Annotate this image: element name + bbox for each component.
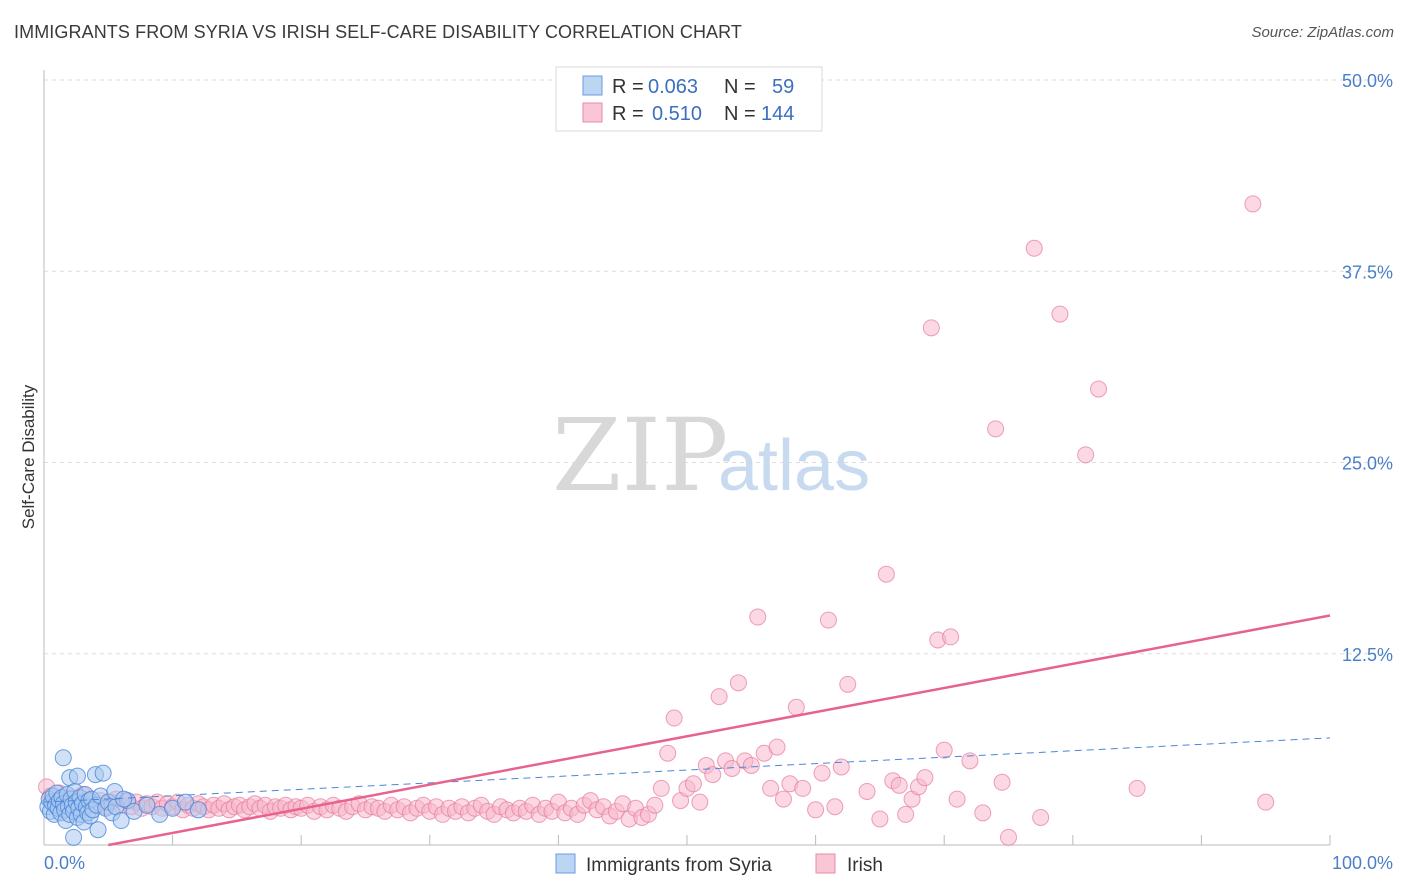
- syria-point-44: [94, 764, 112, 782]
- irish-point-113: [691, 793, 709, 811]
- y-tick-label-1: 25.0%: [1342, 454, 1393, 474]
- legend-n-label-syria: N =: [724, 76, 756, 98]
- syria-point-42: [89, 821, 107, 839]
- legend-n-value-irish: 144: [761, 103, 794, 125]
- irish-point-108: [659, 744, 677, 762]
- legend-swatch-syria: [582, 75, 603, 96]
- irish-point-138: [877, 565, 895, 583]
- irish-point-140: [890, 776, 908, 794]
- irish-point-116: [710, 688, 728, 706]
- irish-point-118: [723, 760, 741, 777]
- irish-point-137: [871, 810, 889, 828]
- irish-point-149: [948, 790, 966, 808]
- bottom-legend: Immigrants from Syria Irish: [555, 853, 883, 876]
- y-tick-label-0: 12.5%: [1342, 645, 1393, 665]
- irish-point-154: [1000, 828, 1017, 846]
- irish-point-125: [768, 738, 786, 756]
- irish-point-130: [807, 801, 825, 819]
- irish-point-160: [1128, 779, 1146, 797]
- legend-r-value-irish: 0.510: [652, 103, 702, 125]
- legend-n-value-syria: 59: [772, 76, 794, 98]
- irish-point-124: [762, 779, 780, 797]
- x-tick-label-0: 0.0%: [44, 853, 85, 873]
- irish-point-107: [652, 779, 670, 797]
- irish-point-135: [839, 675, 857, 693]
- series-irish: [38, 195, 1275, 846]
- irish-point-136: [858, 782, 876, 800]
- irish-point-148: [942, 628, 960, 646]
- irish-point-131: [813, 764, 831, 782]
- trend-line-syria: [43, 737, 1331, 803]
- legend-r-label-irish: R =: [612, 103, 644, 125]
- syria-point-49: [112, 812, 130, 830]
- syria-point-56: [189, 801, 207, 819]
- syria-point-26: [68, 767, 86, 785]
- irish-point-144: [916, 769, 934, 787]
- irish-point-145: [922, 319, 940, 337]
- irish-point-150: [961, 752, 979, 770]
- chart-title: IMMIGRANTS FROM SYRIA VS IRISH SELF-CARE…: [14, 22, 743, 42]
- irish-point-159: [1090, 380, 1108, 398]
- bottom-legend-label-irish: Irish: [847, 855, 883, 876]
- irish-point-161: [1244, 195, 1262, 213]
- y-tick-labels: 12.5% 25.0% 37.5% 50.0%: [1342, 71, 1393, 665]
- legend-n-label-irish: N =: [724, 103, 756, 125]
- top-legend: R = 0.063 N = 59 R = 0.510 N = 144: [555, 66, 823, 132]
- x-ticks: [43, 835, 1331, 845]
- x-tick-label-1: 100.0%: [1332, 853, 1393, 873]
- irish-point-153: [993, 773, 1011, 791]
- irish-point-141: [897, 805, 915, 823]
- watermark-zip: ZIP: [552, 397, 728, 514]
- irish-point-121: [742, 756, 760, 774]
- syria-point-12: [54, 749, 72, 767]
- x-tick-labels: 0.0% 100.0%: [44, 853, 1393, 873]
- syria-point-22: [65, 828, 83, 846]
- irish-point-162: [1257, 793, 1275, 811]
- legend-r-value-syria: 0.063: [648, 76, 698, 98]
- trend-line-irish: [108, 614, 1331, 847]
- irish-point-151: [974, 804, 992, 822]
- irish-point-119: [729, 674, 747, 692]
- irish-point-112: [684, 775, 702, 793]
- chart-source: Source: ZipAtlas.com: [1251, 24, 1394, 41]
- watermark-atlas: atlas: [718, 426, 870, 506]
- irish-point-157: [1051, 305, 1069, 323]
- irish-point-132: [819, 611, 837, 629]
- syria-point-55: [176, 793, 194, 811]
- irish-point-158: [1077, 446, 1095, 464]
- irish-point-109: [665, 709, 683, 727]
- grid-lines: [44, 79, 1392, 655]
- bottom-legend-swatch-syria: [555, 853, 576, 874]
- irish-point-152: [987, 420, 1005, 438]
- irish-point-115: [704, 766, 722, 784]
- y-tick-label-2: 37.5%: [1342, 262, 1393, 282]
- irish-point-122: [749, 608, 767, 626]
- irish-point-155: [1025, 239, 1043, 257]
- y-axis-label: Self-Care Disability: [19, 384, 38, 529]
- y-tick-label-3: 50.0%: [1342, 71, 1393, 91]
- irish-point-129: [794, 779, 812, 797]
- syria-point-58: [115, 790, 133, 808]
- irish-point-126: [774, 790, 792, 808]
- bottom-legend-label-syria: Immigrants from Syria: [586, 855, 772, 876]
- irish-point-133: [826, 798, 844, 816]
- irish-point-128: [787, 698, 805, 716]
- series-syria: [39, 749, 207, 846]
- irish-point-106: [646, 796, 664, 814]
- bottom-legend-swatch-irish: [815, 853, 836, 874]
- irish-point-147: [935, 741, 953, 759]
- watermark: ZIP atlas: [552, 397, 870, 514]
- trend-lines: [43, 614, 1331, 847]
- legend-swatch-irish: [582, 102, 603, 123]
- irish-point-134: [832, 758, 850, 776]
- legend-r-label-syria: R =: [612, 76, 644, 98]
- irish-point-156: [1032, 808, 1050, 826]
